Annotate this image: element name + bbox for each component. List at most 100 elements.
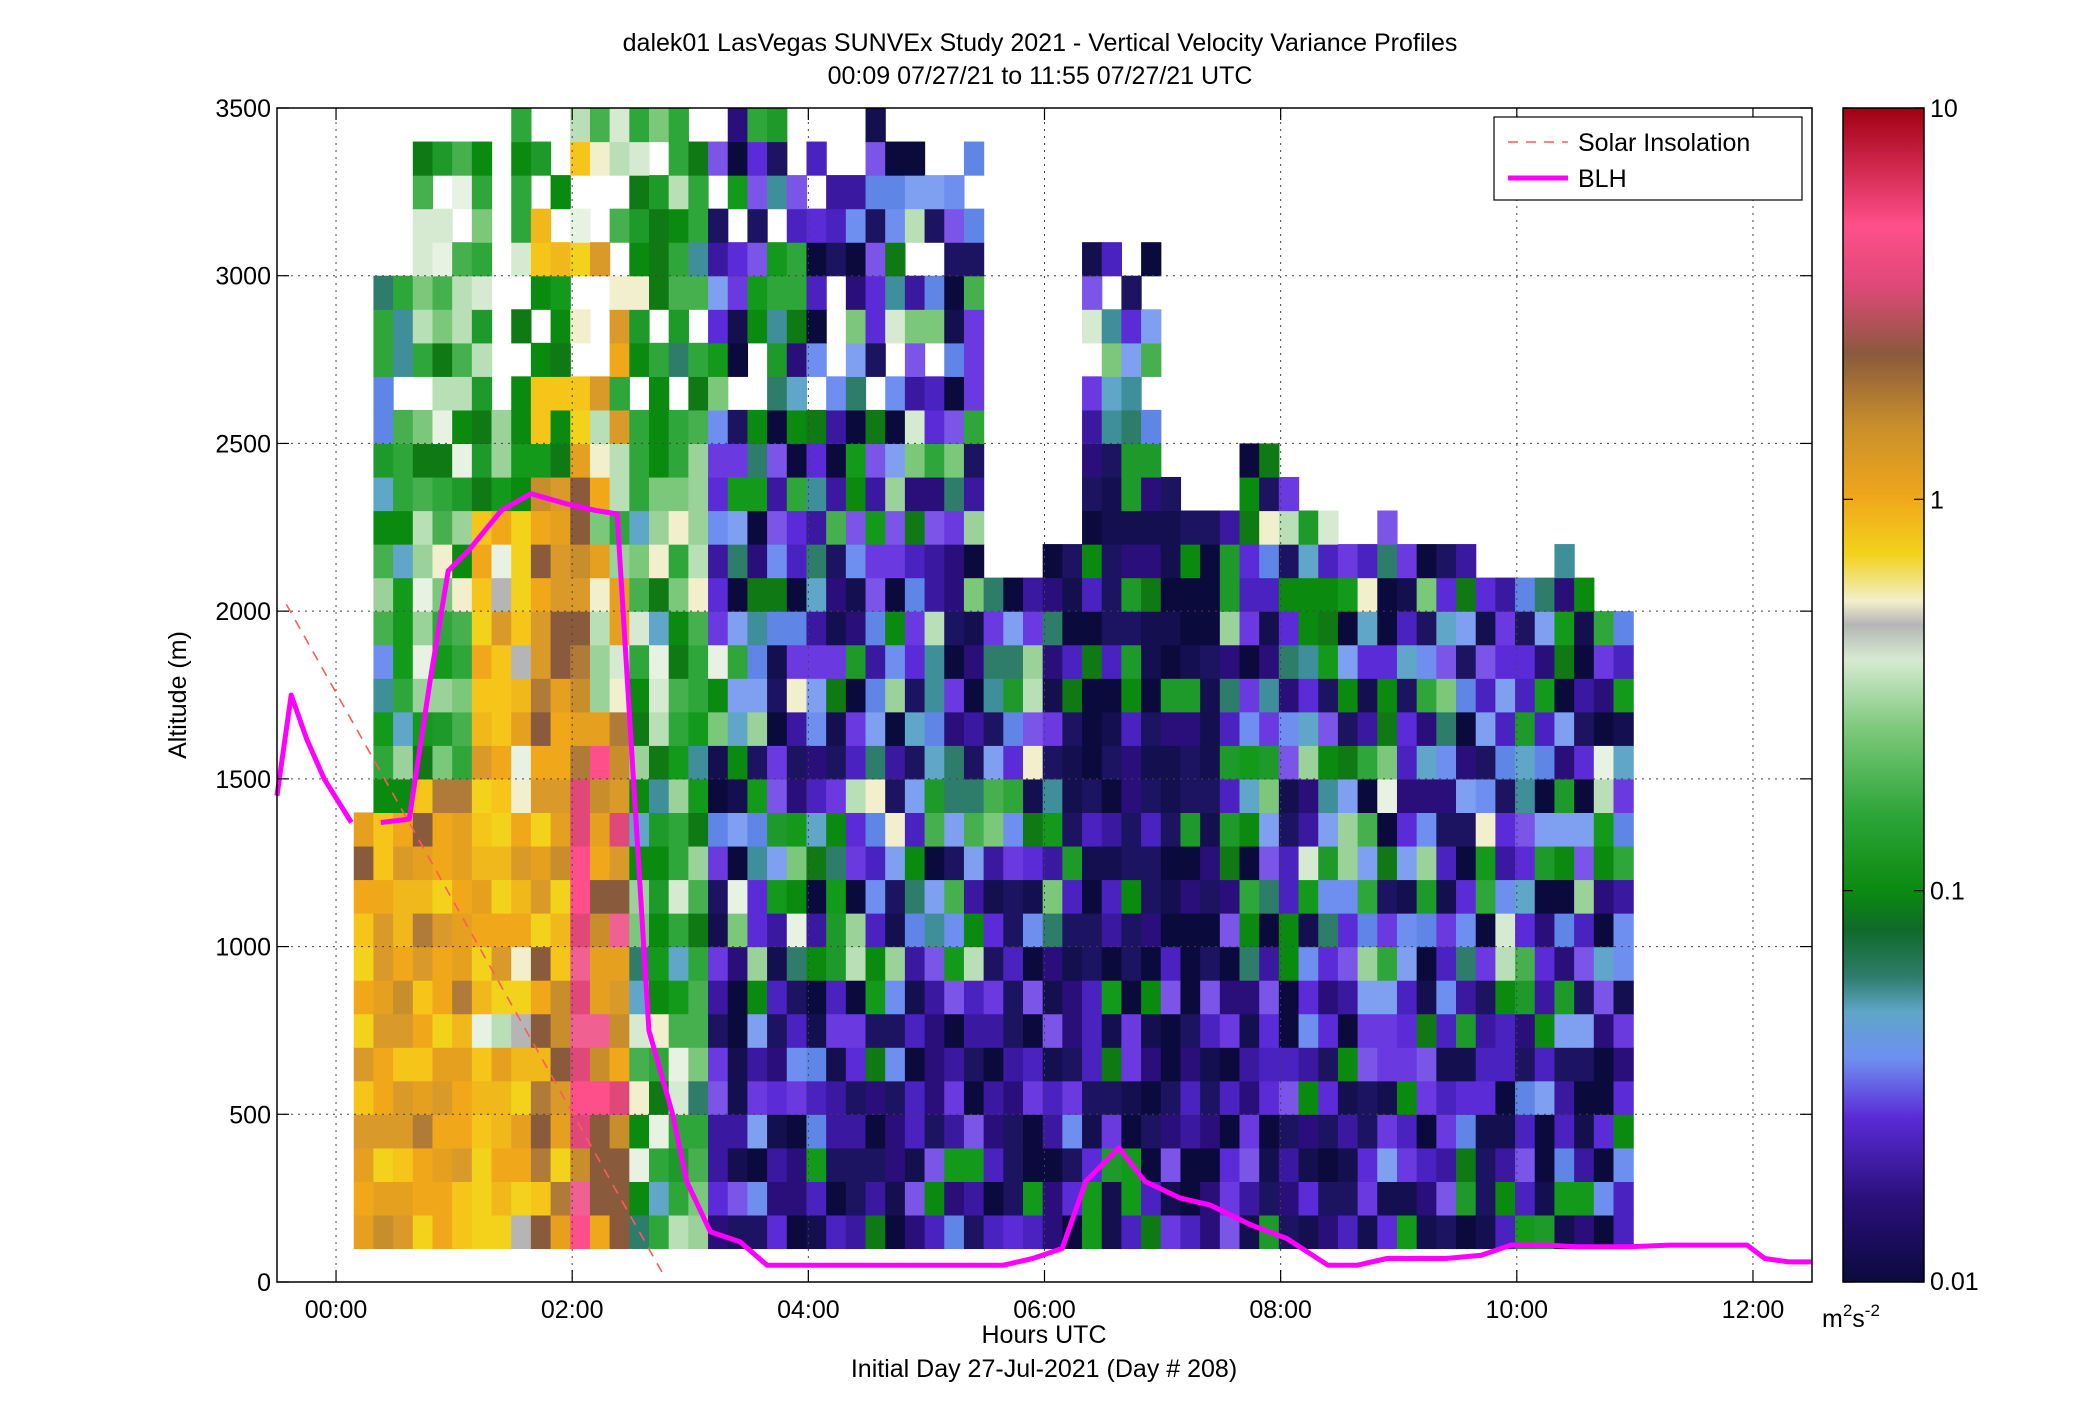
heatmap-cell: [786, 1013, 808, 1048]
heatmap-cell: [786, 175, 808, 210]
heatmap-cell: [1259, 845, 1280, 881]
heatmap-cell: [944, 309, 965, 344]
heatmap-cell: [688, 845, 709, 881]
heatmap-cell: [1416, 1214, 1437, 1250]
heatmap-cell: [845, 510, 867, 545]
heatmap-cell: [1082, 1147, 1103, 1182]
heatmap-cell: [924, 879, 945, 914]
heatmap-cell: [944, 1214, 965, 1250]
heatmap-cell: [570, 711, 591, 746]
heatmap-cell: [806, 275, 827, 310]
heatmap-cell: [944, 208, 965, 243]
y-tick-label: 2500: [215, 430, 271, 458]
heatmap-cell: [668, 913, 689, 948]
heatmap-cell: [1515, 1013, 1536, 1048]
heatmap-cell: [1613, 879, 1634, 914]
heatmap-cell: [865, 711, 886, 746]
heatmap-cell: [1219, 946, 1241, 981]
heatmap-cell: [629, 476, 650, 512]
heatmap-cell: [904, 946, 926, 981]
heatmap-cell: [1022, 879, 1044, 914]
heatmap-cell: [1062, 1080, 1083, 1115]
heatmap-cell: [688, 879, 709, 914]
heatmap-cell: [589, 980, 611, 1015]
heatmap-cell: [1062, 879, 1083, 914]
heatmap-cell: [452, 644, 473, 679]
heatmap-cell: [530, 1047, 552, 1082]
heatmap-cell: [393, 980, 414, 1015]
heatmap-cell: [1298, 913, 1319, 948]
heatmap-cell: [944, 644, 965, 679]
heatmap-cell: [412, 242, 434, 277]
heatmap-cell: [1101, 644, 1122, 679]
heatmap-cell: [570, 108, 591, 143]
heatmap-cell: [885, 711, 906, 746]
heatmap-cell: [845, 711, 867, 746]
heatmap-cell: [353, 1214, 375, 1250]
heatmap-cell: [1121, 1047, 1142, 1082]
heatmap-cell: [1396, 544, 1418, 579]
heatmap-cell: [1022, 678, 1044, 713]
heatmap-cell: [1396, 1181, 1418, 1216]
heatmap-cell: [491, 409, 512, 445]
y-axis-label: Altitude (m): [164, 631, 192, 759]
heatmap-cell: [432, 443, 453, 478]
heatmap-cell: [1515, 1147, 1536, 1182]
heatmap-cell: [452, 376, 473, 411]
heatmap-cell: [471, 879, 493, 914]
heatmap-cell: [727, 544, 749, 579]
heatmap-cell: [885, 946, 906, 981]
heatmap-cell: [1396, 644, 1418, 679]
heatmap-cell: [393, 443, 414, 478]
heatmap-cell: [432, 644, 453, 679]
heatmap-cell: [806, 510, 827, 545]
heatmap-cell: [1515, 812, 1536, 847]
heatmap-cell: [550, 678, 571, 713]
heatmap-cell: [530, 1114, 552, 1149]
heatmap-cell: [708, 1181, 729, 1216]
heatmap-cell: [688, 745, 709, 780]
heatmap-cell: [688, 510, 709, 545]
heatmap-cell: [924, 845, 945, 881]
heatmap-cell: [1475, 778, 1496, 813]
heatmap-cell: [491, 845, 512, 881]
heatmap-cell: [1141, 1047, 1162, 1082]
heatmap-cell: [491, 745, 512, 780]
heatmap-cell: [1436, 611, 1457, 646]
heatmap-cell: [668, 342, 689, 377]
heatmap-cell: [393, 1080, 414, 1115]
heatmap-cell: [904, 745, 926, 780]
heatmap-cell: [983, 1047, 1004, 1082]
heatmap-cell: [1219, 1114, 1241, 1149]
heatmap-cell: [944, 913, 965, 948]
heatmap-cell: [1436, 1114, 1457, 1149]
heatmap-cell: [1160, 1214, 1182, 1250]
heatmap-cell: [452, 309, 473, 344]
heatmap-cell: [1554, 1214, 1575, 1250]
heatmap-cell: [1456, 1214, 1477, 1250]
heatmap-cell: [1003, 980, 1024, 1015]
heatmap-cell: [1357, 577, 1378, 612]
heatmap-cell: [1554, 711, 1575, 746]
heatmap-cell: [963, 1080, 985, 1115]
heatmap-cell: [747, 141, 768, 176]
heatmap-cell: [727, 175, 749, 210]
heatmap-cell: [589, 544, 611, 579]
heatmap-cell: [1121, 644, 1142, 679]
heatmap-cell: [432, 1114, 453, 1149]
heatmap-cell: [983, 577, 1004, 612]
heatmap-cell: [1180, 1080, 1201, 1115]
heatmap-cell: [550, 1214, 571, 1250]
heatmap-cell: [1101, 443, 1122, 478]
heatmap-cell: [393, 544, 414, 579]
heatmap-cell: [629, 577, 650, 612]
heatmap-cell: [491, 778, 512, 813]
heatmap-cell: [1318, 1181, 1339, 1216]
heatmap-cell: [845, 778, 867, 813]
heatmap-cell: [1121, 678, 1142, 713]
heatmap-cell: [491, 644, 512, 679]
heatmap-cell: [393, 1013, 414, 1048]
heatmap-cell: [1101, 1147, 1122, 1182]
heatmap-cell: [1613, 644, 1634, 679]
heatmap-cell: [550, 845, 571, 881]
